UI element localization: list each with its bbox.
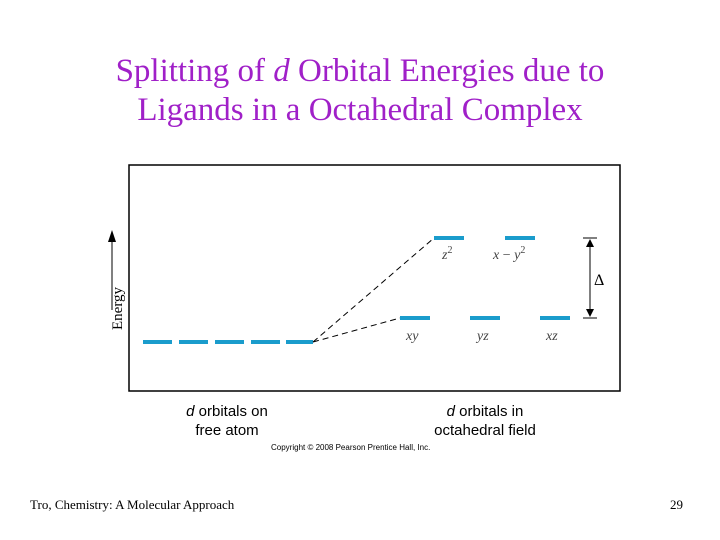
diagram-frame (128, 164, 621, 392)
delta-label: Δ (594, 272, 604, 289)
caption-right-line-1: d orbitals in (447, 403, 524, 420)
copyright-text: Copyright © 2008 Pearson Prentice Hall, … (271, 443, 430, 452)
split-line-eg (312, 237, 435, 343)
orbital-label-xy: xy (405, 329, 419, 344)
caption-left-line-1: d orbitals on (186, 403, 268, 420)
orbital-label-xz: xz (545, 329, 558, 344)
delta-arrow-down-icon (586, 309, 594, 317)
slide-number: 29 (670, 497, 683, 512)
caption-right-line-2: octahedral field (434, 422, 536, 439)
energy-axis-label: Energy (110, 286, 126, 330)
footer-source: Tro, Chemistry: A Molecular Approach (30, 497, 235, 512)
slide-title: Splitting of d Orbital Energies due to L… (0, 52, 720, 130)
title-line-1: Splitting of d Orbital Energies due to (0, 52, 720, 91)
title-line-1-pre: Splitting of (115, 53, 274, 89)
title-d-italic: d (273, 53, 290, 89)
orbital-label-x2-y2: x − y2 (492, 245, 525, 263)
title-line-2: Ligands in a Octahedral Complex (137, 92, 583, 128)
delta-arrow-up-icon (586, 239, 594, 247)
orbital-label-z2: z2 (441, 245, 452, 263)
caption-left-line-2: free atom (195, 422, 258, 439)
energy-axis-arrow-icon (108, 230, 116, 242)
split-line-t2g (312, 317, 401, 343)
orbital-label-yz: yz (475, 329, 489, 344)
title-line-1-post: Orbital Energies due to (289, 53, 605, 89)
